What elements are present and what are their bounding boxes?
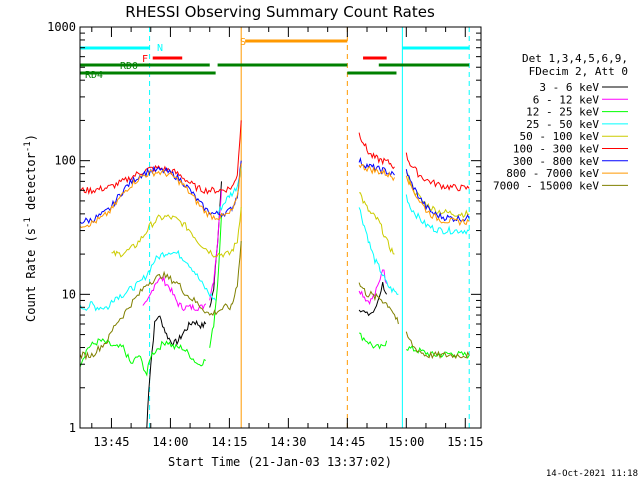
legend-label-8: 7000 - 15000 keV: [493, 179, 599, 192]
series-3-seg4: [405, 194, 470, 235]
ytick-label-2: 100: [54, 154, 76, 168]
annotation-rd0: RD0: [120, 61, 138, 72]
series-8-seg1: [79, 241, 242, 361]
series-2-seg3: [358, 332, 388, 350]
series-5-seg4: [405, 152, 470, 192]
series-7-seg1: [79, 163, 242, 228]
ytick-label-3: 1000: [47, 20, 76, 34]
legend-label-6: 300 - 800 keV: [513, 155, 599, 168]
legend-label-1: 6 - 12 keV: [533, 93, 600, 106]
legend-label-5: 100 - 300 keV: [513, 143, 599, 156]
xtick-label-2: 14:15: [211, 435, 247, 449]
flag-bars: [80, 39, 470, 75]
legend-label-2: 12 - 25 keV: [526, 106, 599, 119]
series-6-seg4: [405, 169, 470, 223]
series-3-seg3: [358, 207, 399, 295]
series-2-seg2: [209, 213, 222, 348]
series-3-seg1: [79, 249, 217, 312]
xtick-label-6: 15:15: [447, 435, 483, 449]
series-1-seg2: [209, 190, 222, 301]
series-8-seg3: [358, 282, 399, 325]
legend-label-0: 3 - 6 keV: [539, 81, 599, 94]
xtick-label-3: 14:30: [270, 435, 306, 449]
annotation-saa: S: [240, 37, 246, 48]
legend-header-1: FDecim 2, Att 0: [529, 65, 628, 78]
series-0-seg3: [358, 282, 388, 317]
xtick-label-0: 13:45: [93, 435, 129, 449]
series-4-seg3: [359, 192, 395, 255]
annotation-flare: F: [142, 54, 148, 65]
series-7-seg3: [358, 163, 395, 182]
legend-header-0: Det 1,3,4,5,6,9,: [522, 52, 628, 65]
y-axis: 1 10 100 1000: [47, 20, 481, 435]
y-axis-title: Count Rate (s-1 detector-1): [23, 134, 38, 322]
series-3-seg2: [217, 166, 242, 215]
ytick-label-1: 10: [62, 287, 76, 301]
series-1-seg3: [358, 269, 388, 306]
xtick-label-1: 14:00: [152, 435, 188, 449]
legend-label-4: 50 - 100 keV: [520, 130, 600, 143]
series-lines: [79, 120, 470, 429]
legend-label-7: 800 - 7000 keV: [506, 167, 599, 180]
xtick-label-5: 15:00: [388, 435, 424, 449]
series-2-seg1: [79, 338, 207, 377]
annotation-rd4: RD4: [85, 70, 103, 81]
legend-label-3: 25 - 50 keV: [526, 118, 599, 131]
series-0-seg1: [146, 315, 207, 429]
x-axis-title: Start Time (21-Jan-03 13:37:02): [168, 455, 392, 469]
x-axis: 13:45 14:00 14:15 14:30 14:45 15:00 15:15: [91, 27, 483, 449]
series-6-seg1: [79, 160, 242, 225]
plot-frame: [79, 26, 482, 429]
xtick-label-4: 14:45: [329, 435, 365, 449]
series-7-seg4: [405, 175, 470, 227]
series-5-seg3: [358, 132, 395, 170]
legend: Det 1,3,4,5,6,9,FDecim 2, Att 0 3 - 6 keV…: [493, 52, 628, 192]
annotation-night: N: [157, 43, 163, 54]
series-4-seg1: [111, 206, 242, 259]
series-1-seg1: [142, 275, 207, 312]
footer-date: 14-Oct-2021 11:18: [546, 469, 638, 479]
ytick-label-0: 1: [69, 421, 76, 435]
chart-title: RHESSI Observing Summary Count Rates: [125, 3, 435, 21]
series-8-seg4: [405, 331, 470, 360]
